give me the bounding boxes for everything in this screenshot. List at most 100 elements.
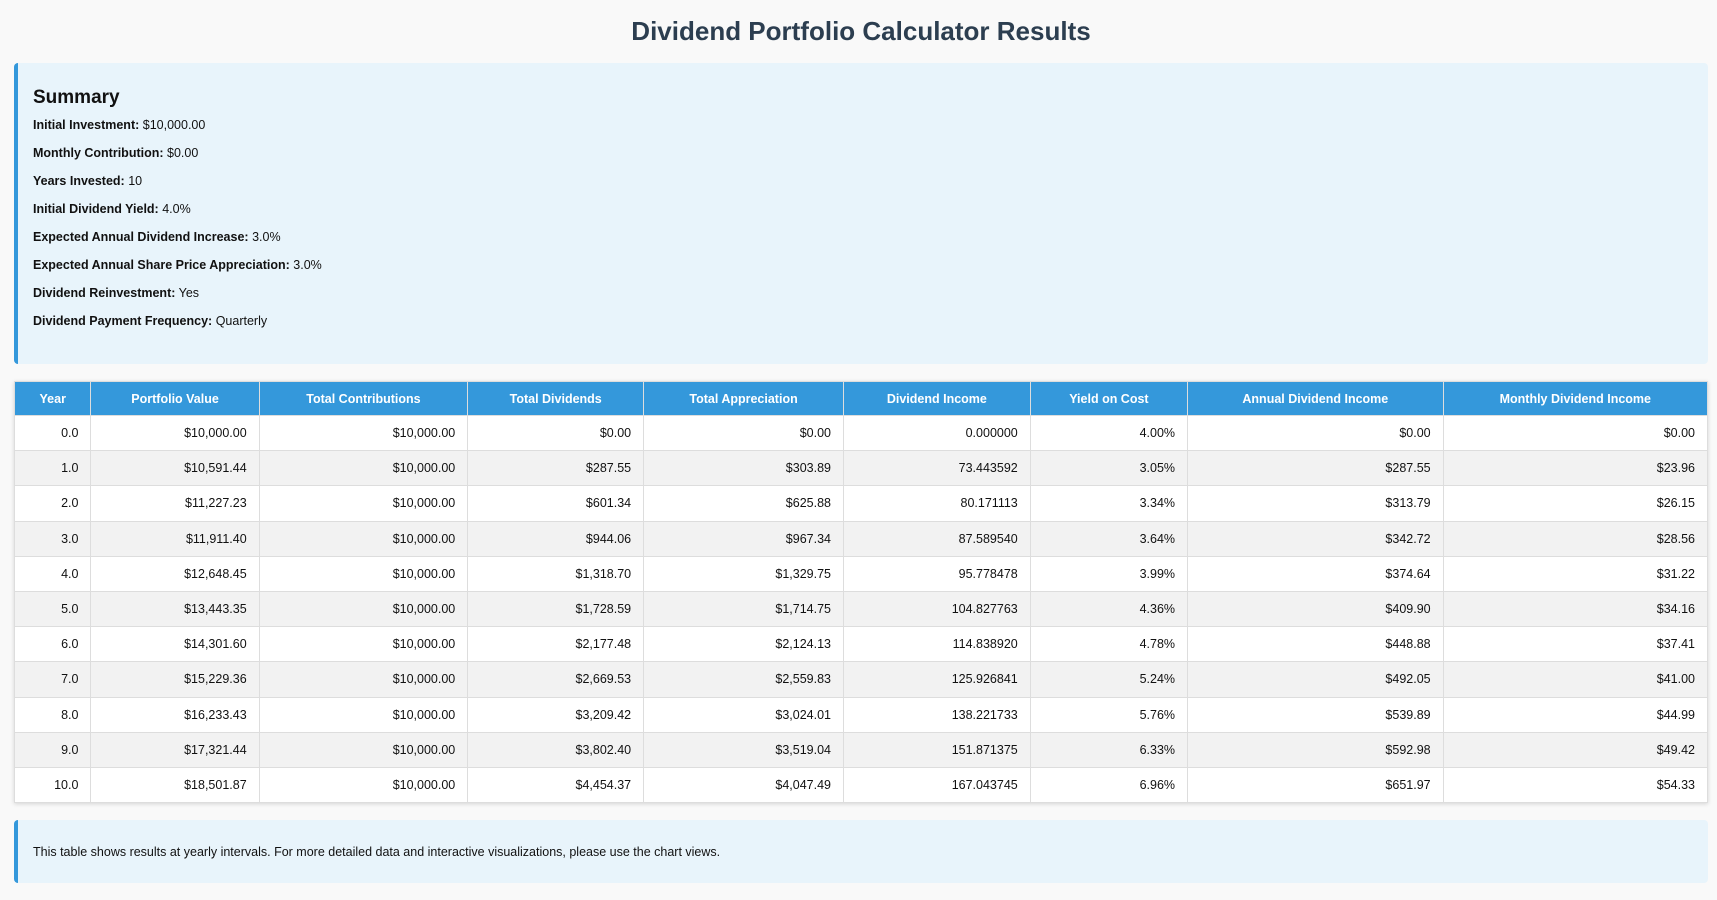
table-cell: $3,209.42 xyxy=(467,696,645,733)
summary-value: Yes xyxy=(178,286,200,300)
table-cell: $31.22 xyxy=(1442,555,1709,592)
table-cell: $448.88 xyxy=(1187,626,1444,663)
column-header: Total Dividends xyxy=(467,381,645,416)
table-cell: 114.838920 xyxy=(842,626,1031,663)
table-cell: $1,728.59 xyxy=(467,590,645,628)
table-cell: $1,714.75 xyxy=(643,590,844,628)
table-cell: 5.76% xyxy=(1029,696,1189,733)
table-cell: $409.90 xyxy=(1187,590,1444,628)
table-cell: $10,000.00 xyxy=(258,696,469,733)
table-cell: 3.34% xyxy=(1029,485,1189,522)
table-cell: $2,124.13 xyxy=(643,626,844,663)
summary-item: Expected Annual Dividend Increase: 3.0% xyxy=(33,230,1693,245)
table-cell: $10,000.00 xyxy=(258,731,469,768)
summary-label: Dividend Payment Frequency: xyxy=(33,314,213,328)
table-cell: $0.00 xyxy=(643,414,844,452)
summary-value: Quarterly xyxy=(215,314,268,328)
table-cell: $10,000.00 xyxy=(258,555,469,592)
summary-item: Initial Dividend Yield: 4.0% xyxy=(33,202,1693,217)
column-header: Portfolio Value xyxy=(90,381,260,416)
table-cell: 10.0 xyxy=(13,766,92,804)
column-header: Total Contributions xyxy=(258,381,469,416)
table-cell: $41.00 xyxy=(1442,661,1709,698)
table-cell: $23.96 xyxy=(1442,450,1709,487)
table-cell: 1.0 xyxy=(13,450,92,487)
table-row: 4.0 $12,648.45 $10,000.00 $1,318.70 $1,329.7… xyxy=(13,555,1709,592)
table-cell: $287.55 xyxy=(1187,450,1444,487)
table-cell: $492.05 xyxy=(1187,661,1444,698)
table-cell: $2,669.53 xyxy=(467,661,645,698)
table-cell: $37.41 xyxy=(1442,626,1709,663)
table-cell: $592.98 xyxy=(1187,731,1444,768)
table-cell: $651.97 xyxy=(1187,766,1444,804)
column-header: Monthly Dividend Income xyxy=(1442,381,1709,416)
summary-list: Initial Investment: $10,000.00 Monthly C… xyxy=(33,118,1693,329)
table-cell: $10,000.00 xyxy=(258,590,469,628)
table-cell: $944.06 xyxy=(467,520,645,557)
table-cell: 3.0 xyxy=(13,520,92,557)
table-row: 5.0 $13,443.35 $10,000.00 $1,728.59 $1,714.7… xyxy=(13,590,1709,628)
summary-label: Expected Annual Share Price Appreciation… xyxy=(33,258,290,272)
summary-value: 10 xyxy=(128,174,143,188)
table-cell: $374.64 xyxy=(1187,555,1444,592)
column-header: Annual Dividend Income xyxy=(1187,381,1444,416)
table-cell: $11,227.23 xyxy=(90,485,260,522)
table-cell: 6.33% xyxy=(1029,731,1189,768)
table-header: Year Portfolio Value Total Contributions To… xyxy=(13,381,1709,416)
table-cell: $34.16 xyxy=(1442,590,1709,628)
summary-value: $0.00 xyxy=(167,146,199,160)
summary-item: Dividend Payment Frequency: Quarterly xyxy=(33,314,1693,329)
table-cell: 167.043745 xyxy=(842,766,1031,804)
page-title: Dividend Portfolio Calculator Results xyxy=(631,16,1091,46)
table-cell: $3,802.40 xyxy=(467,731,645,768)
table-cell: $11,911.40 xyxy=(90,520,260,557)
table-cell: 104.827763 xyxy=(842,590,1031,628)
table-cell: $287.55 xyxy=(467,450,645,487)
table-cell: 7.0 xyxy=(13,661,92,698)
summary-item: Years Invested: 10 xyxy=(33,174,1693,189)
table-cell: 8.0 xyxy=(13,696,92,733)
table-cell: $14,301.60 xyxy=(90,626,260,663)
summary-value: 4.0% xyxy=(162,202,191,216)
summary-label: Dividend Reinvestment: xyxy=(33,286,176,300)
summary-label: Monthly Contribution: xyxy=(33,146,164,160)
table-row: 2.0 $11,227.23 $10,000.00 $601.34 $625.88 80.… xyxy=(13,485,1709,522)
table-cell: $10,000.00 xyxy=(90,414,260,452)
table-cell: $10,000.00 xyxy=(258,450,469,487)
table-cell: $601.34 xyxy=(467,485,645,522)
table-cell: $10,591.44 xyxy=(90,450,260,487)
summary-item: Expected Annual Share Price Appreciation… xyxy=(33,258,1693,273)
table-cell: $10,000.00 xyxy=(258,485,469,522)
summary-value: $10,000.00 xyxy=(142,118,206,132)
table-row: 0.0 $10,000.00 $10,000.00 $0.00 $0.00 0.00000… xyxy=(13,414,1709,452)
summary-item: Dividend Reinvestment: Yes xyxy=(33,286,1693,301)
table-cell: 87.589540 xyxy=(842,520,1031,557)
table-cell: $13,443.35 xyxy=(90,590,260,628)
table-cell: $4,454.37 xyxy=(467,766,645,804)
summary-value: 3.0% xyxy=(293,258,322,272)
table-row: 10.0 $18,501.87 $10,000.00 $4,454.37 $4,047.… xyxy=(13,766,1709,804)
table-cell: $26.15 xyxy=(1442,485,1709,522)
table-cell: 5.0 xyxy=(13,590,92,628)
table-cell: 2.0 xyxy=(13,485,92,522)
table-cell: 9.0 xyxy=(13,731,92,768)
info-note-text: This table shows results at yearly inter… xyxy=(33,844,721,859)
table-row: 1.0 $10,591.44 $10,000.00 $287.55 $303.89 73.… xyxy=(13,450,1709,487)
table-cell: $4,047.49 xyxy=(643,766,844,804)
table-row: 7.0 $15,229.36 $10,000.00 $2,669.53 $2,559.8… xyxy=(13,661,1709,698)
table-cell: $16,233.43 xyxy=(90,696,260,733)
table-cell: $12,648.45 xyxy=(90,555,260,592)
table-cell: $2,559.83 xyxy=(643,661,844,698)
summary-label: Expected Annual Dividend Increase: xyxy=(33,230,249,244)
summary-heading: Summary xyxy=(33,87,120,108)
results-table: Year Portfolio Value Total Contributions To… xyxy=(13,381,1709,804)
column-header: Year xyxy=(13,381,92,416)
table-row: 8.0 $16,233.43 $10,000.00 $3,209.42 $3,024.0… xyxy=(13,696,1709,733)
table-cell: $17,321.44 xyxy=(90,731,260,768)
table-cell: $625.88 xyxy=(643,485,844,522)
table-cell: $49.42 xyxy=(1442,731,1709,768)
table-cell: $18,501.87 xyxy=(90,766,260,804)
summary-label: Initial Investment: xyxy=(33,118,140,132)
table-cell: $0.00 xyxy=(467,414,645,452)
